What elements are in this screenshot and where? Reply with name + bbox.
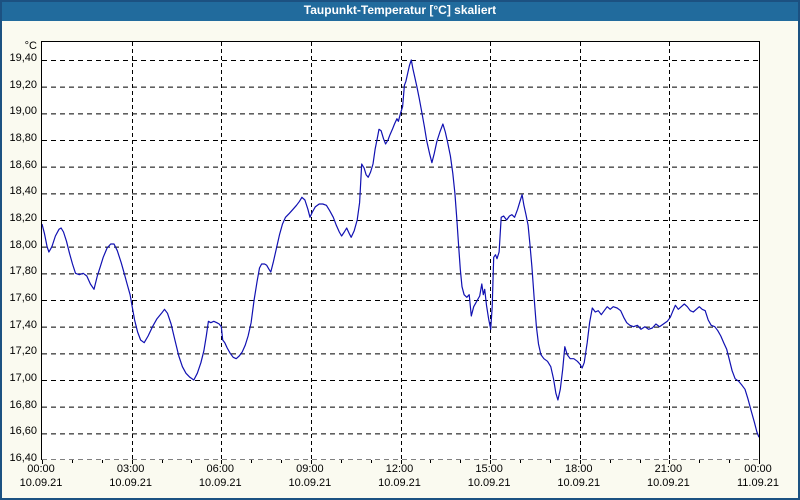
- temperature-line-chart: [42, 42, 759, 460]
- x-axis-time-label: 12:00: [385, 463, 414, 475]
- y-axis-tick-label: 16,60: [9, 425, 37, 438]
- plot-area: [41, 41, 760, 460]
- x-axis-ticks: [42, 460, 760, 464]
- x-axis-date-label: 10.09.21: [288, 477, 332, 489]
- x-axis-date-label: 10.09.21: [19, 477, 63, 489]
- y-axis-tick-label: 19,00: [9, 105, 37, 118]
- x-axis-time-label: 15:00: [475, 463, 503, 475]
- y-axis-tick-label: 18,60: [9, 158, 37, 171]
- x-axis-time-label: 00:00: [27, 463, 55, 475]
- y-axis-tick-label: 18,20: [9, 212, 37, 224]
- temperature-series-line: [42, 59, 759, 438]
- x-axis-date-label: 10.09.21: [378, 477, 421, 489]
- y-axis-tick-label: 17,20: [9, 345, 37, 358]
- x-axis-date-label: 10.09.21: [646, 477, 690, 489]
- x-axis-time-label: 09:00: [296, 463, 324, 475]
- x-axis-date-label: 10.09.21: [467, 477, 511, 489]
- y-axis-tick-label: 16,40: [9, 452, 37, 464]
- x-axis-time-label: 21:00: [654, 463, 683, 475]
- y-axis-tick-label: 18,80: [9, 132, 37, 144]
- x-axis-date-label: 10.09.21: [109, 477, 153, 489]
- y-axis-tick-label: 17,00: [9, 372, 37, 384]
- y-axis-tick-label: 19,40: [9, 52, 37, 64]
- y-axis-unit-label: °C: [24, 40, 37, 52]
- x-axis-time-label: 00:00: [744, 463, 772, 475]
- y-axis-tick-label: 17,60: [9, 292, 37, 304]
- y-axis-tick-label: 16,80: [9, 398, 37, 411]
- x-axis-date-label: 10.09.21: [198, 477, 242, 489]
- x-axis-date-label: 10.09.21: [557, 477, 601, 489]
- y-axis-tick-label: 18,00: [9, 238, 37, 251]
- chart-title: Taupunkt-Temperatur [°C] skaliert: [303, 3, 497, 17]
- x-axis-time-label: 03:00: [116, 463, 145, 475]
- x-axis-time-label: 06:00: [206, 463, 235, 475]
- y-axis-tick-label: 17,80: [9, 265, 37, 278]
- y-axis-tick-label: 17,40: [9, 318, 37, 331]
- x-axis-date-label: 11.09.21: [736, 477, 779, 489]
- y-axis-tick-label: 18,40: [9, 185, 37, 198]
- y-axis-tick-label: 19,20: [9, 78, 37, 91]
- title-bar: Taupunkt-Temperatur [°C] skaliert: [0, 0, 800, 21]
- x-axis-time-label: 18:00: [564, 463, 593, 475]
